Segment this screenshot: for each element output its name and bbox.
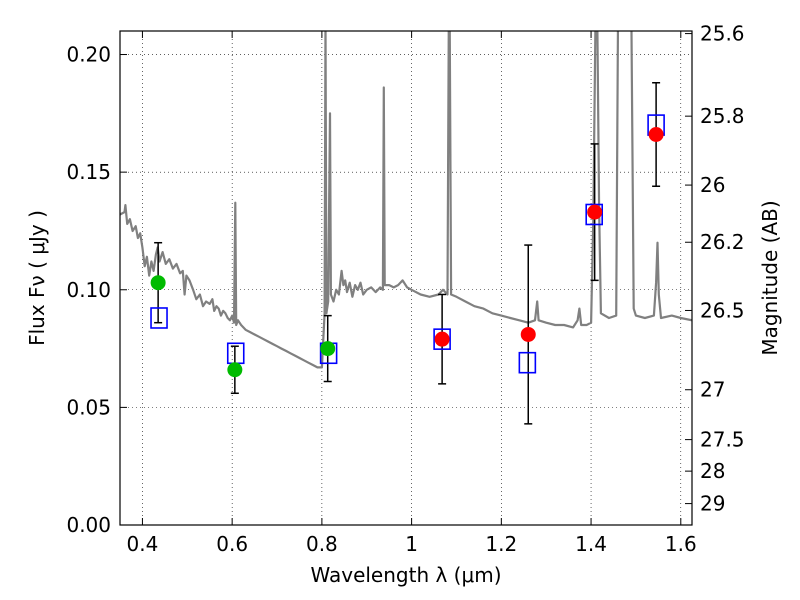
x-tick-label: 1 (405, 532, 418, 556)
y2-tick-label: 29 (700, 492, 725, 516)
y-tick-label: 0.15 (66, 160, 111, 184)
marker-layer (150, 114, 665, 378)
model-photometry-square (585, 203, 603, 226)
observed-point (648, 127, 664, 143)
x-tick-label: 0.4 (127, 532, 159, 556)
model-photometry-square (518, 351, 537, 374)
y-tick-label: 0.20 (66, 43, 111, 67)
model-photometry-square (433, 328, 451, 350)
grid (120, 31, 692, 526)
y2-axis-label: Magnitude (AB) (758, 200, 782, 355)
observed-point (150, 275, 166, 291)
y2-tick-label: 25.8 (700, 104, 745, 128)
observed-point (320, 341, 336, 357)
y2-tick-label: 26.2 (700, 230, 745, 254)
y2-tick-label: 25.6 (700, 22, 745, 46)
x-tick-label: 1.2 (485, 532, 517, 556)
y-axis-label: Flux Fν ( μJy ) (25, 210, 49, 346)
spectrum-layer (120, 31, 692, 369)
y2-tick-label: 26.5 (700, 298, 745, 322)
x-tick-label: 0.8 (306, 532, 338, 556)
y2-tick-label: 27.5 (700, 428, 745, 452)
x-tick-label: 0.6 (216, 532, 248, 556)
plot-frame (119, 30, 693, 526)
x-axis-label: Wavelength λ (μm) (310, 563, 501, 587)
spectrum-line (120, 31, 692, 369)
y-tick-label: 0.05 (66, 395, 111, 419)
x-tick-label: 1.6 (665, 532, 697, 556)
y2-tick-label: 26 (700, 173, 725, 197)
y2-tick-label: 27 (700, 378, 725, 402)
axis-layer: 0.4 0.6 0.8 1 1.2 1.4 1.6 0.00 0.05 0.10 0.15 0.20 2… (66, 22, 744, 556)
observed-point (434, 331, 450, 347)
y2-tick-label: 28 (700, 459, 725, 483)
y-tick-label: 0.10 (66, 278, 111, 302)
observed-point (227, 362, 243, 378)
observed-point (520, 326, 536, 342)
y-tick-label: 0.00 (66, 513, 111, 537)
x-tick-label: 1.4 (575, 532, 607, 556)
observed-point (587, 204, 603, 220)
model-photometry-square (150, 307, 168, 329)
